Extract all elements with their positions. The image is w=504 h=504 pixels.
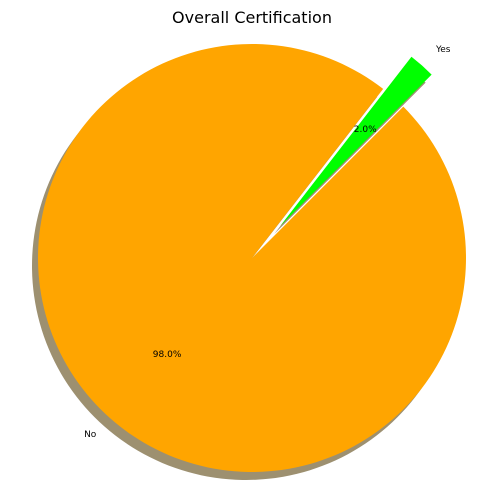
slice-label-no: No bbox=[84, 430, 97, 440]
slice-layer bbox=[37, 44, 466, 473]
slice-pct-label-yes: 2.0% bbox=[354, 125, 377, 135]
slice-label-yes: Yes bbox=[435, 45, 451, 55]
label-layer: Yes 2.0% No 98.0% bbox=[84, 45, 451, 440]
pie-slice-yes bbox=[280, 56, 432, 226]
chart-title: Overall Certification bbox=[172, 8, 332, 27]
pie-slice-no bbox=[37, 44, 466, 473]
slice-pct-label-no: 98.0% bbox=[153, 350, 182, 360]
